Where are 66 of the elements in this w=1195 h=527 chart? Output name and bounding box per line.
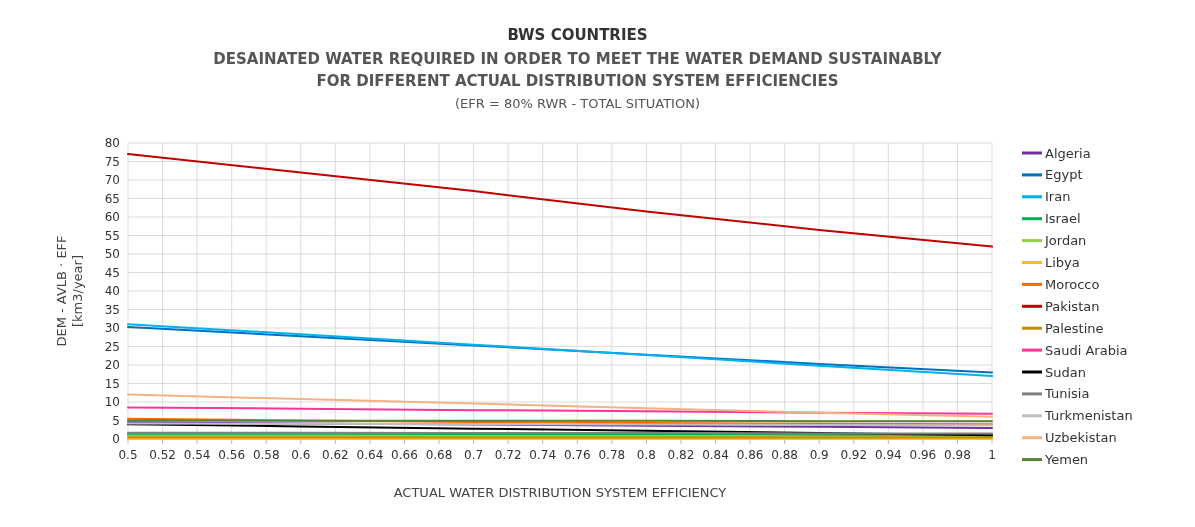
x-tick-label: 0.54 (183, 448, 211, 462)
x-tick-label: 0.74 (529, 448, 557, 462)
x-tick-label: 0.72 (494, 448, 522, 462)
y-tick-label: 80 (104, 136, 120, 150)
legend-label: Pakistan (1045, 298, 1100, 314)
x-tick-label: 0.98 (944, 448, 971, 462)
y-tick-label: 35 (104, 302, 120, 317)
y-tick-label: 55 (104, 228, 120, 243)
line-series (127, 393, 993, 418)
x-tick-label: 0.58 (252, 448, 280, 462)
y-axis-title: DEM - AVLB · EFF [km3/year] (54, 235, 85, 347)
legend-label: Libya (1045, 255, 1080, 270)
line-series (127, 153, 993, 248)
text: (EFR = 80% RWR - TOTAL SITUATION) (455, 96, 700, 111)
y-tick-label: 25 (104, 339, 120, 354)
x-tick-label: 0.88 (771, 448, 798, 462)
x-tick-label: 0.82 (667, 448, 695, 462)
y-tick-label: 40 (104, 284, 120, 298)
y-tick-label: 20 (104, 358, 120, 372)
chart-subtitle: DESAINATED WATER REQUIRED IN ORDER TO MEET THE WATER DEMAND SUSTAINABLY FOR DIFFERENT ACTUAL DISTRIBUTION SYSTEM EFFICIENCIES (213, 50, 943, 90)
x-tick-label: 0.8 (636, 448, 656, 462)
y-tick-label: 75 (104, 154, 120, 169)
x-tick-label: 0.86 (736, 448, 764, 462)
x-tick-label: 0.9 (809, 448, 829, 462)
x-tick-label: 0.68 (425, 448, 453, 462)
y-tick-label: 10 (104, 395, 120, 409)
y-tick-label: 45 (104, 265, 120, 280)
x-tick-label: 0.78 (598, 448, 626, 462)
line-series (127, 406, 993, 415)
legend-label: Palestine (1045, 320, 1104, 336)
legend-label: Morocco (1045, 276, 1100, 292)
x-tick-label: 0.92 (840, 448, 868, 462)
y-tick-label: 70 (104, 173, 120, 187)
y-tick-label: 0 (112, 432, 120, 446)
legend-label: Egypt (1045, 167, 1083, 183)
x-tick-label: 0.56 (218, 448, 246, 462)
y-tick-label: 60 (104, 210, 120, 224)
legend-label: Jordan (1044, 233, 1087, 249)
legend-label: Turkmenistan (1044, 408, 1133, 424)
x-tick-label: 0.94 (874, 448, 902, 462)
x-tick-label: 0.64 (356, 448, 384, 462)
x-tick-label: 0.96 (909, 448, 937, 462)
y-tick-label: 5 (112, 413, 120, 428)
legend-label: Iran (1045, 189, 1071, 205)
y-tick-label: 50 (104, 247, 120, 261)
legend-label: Saudi Arabia (1045, 342, 1128, 358)
y-tick-label: 65 (104, 191, 120, 206)
legend-label: Sudan (1045, 364, 1086, 380)
y-tick-label: 15 (104, 376, 120, 391)
y-tick-label: 30 (104, 321, 120, 335)
x-tick-label: 0.76 (563, 448, 591, 462)
x-tick-label: 0.66 (391, 448, 418, 462)
legend-label: Israel (1045, 211, 1081, 227)
x-tick-label: 0.5 (118, 448, 138, 462)
legend-label: Yemen (1044, 452, 1089, 468)
x-tick-label: 0.6 (291, 448, 311, 462)
x-axis-title: ACTUAL WATER DISTRIBUTION SYSTEM EFFICIENCY (393, 485, 727, 500)
x-tick-label: 1 (988, 448, 996, 462)
x-tick-label: 0.7 (464, 448, 484, 462)
x-tick-label: 0.84 (702, 448, 729, 462)
legend-label: Tunisia (1044, 386, 1090, 402)
chart-title: BWS COUNTRIES (507, 26, 648, 44)
x-tick-label: 0.62 (322, 448, 349, 462)
legend-label: Uzbekistan (1045, 430, 1117, 446)
legend-label: Algeria (1045, 145, 1091, 161)
x-tick-label: 0.52 (149, 448, 176, 462)
